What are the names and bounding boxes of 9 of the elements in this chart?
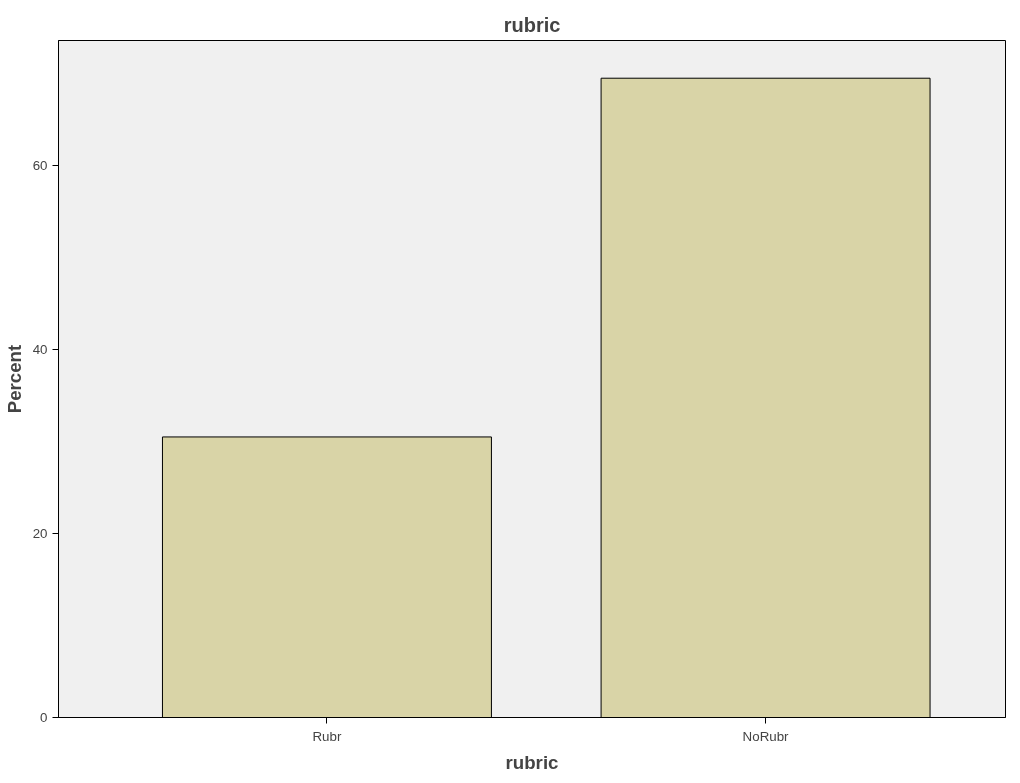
- y-axis-title: Percent: [3, 344, 25, 414]
- y-tick-label: 20: [32, 526, 48, 542]
- y-tick-label: 40: [32, 342, 48, 358]
- chart-title: rubric: [503, 13, 561, 36]
- x-tick-label: NoRubr: [742, 728, 790, 744]
- x-axis-title: rubric: [505, 751, 559, 773]
- y-tick-label: 60: [32, 158, 48, 174]
- y-tick-label: 0: [40, 710, 48, 725]
- x-tick-label: Rubr: [312, 728, 342, 744]
